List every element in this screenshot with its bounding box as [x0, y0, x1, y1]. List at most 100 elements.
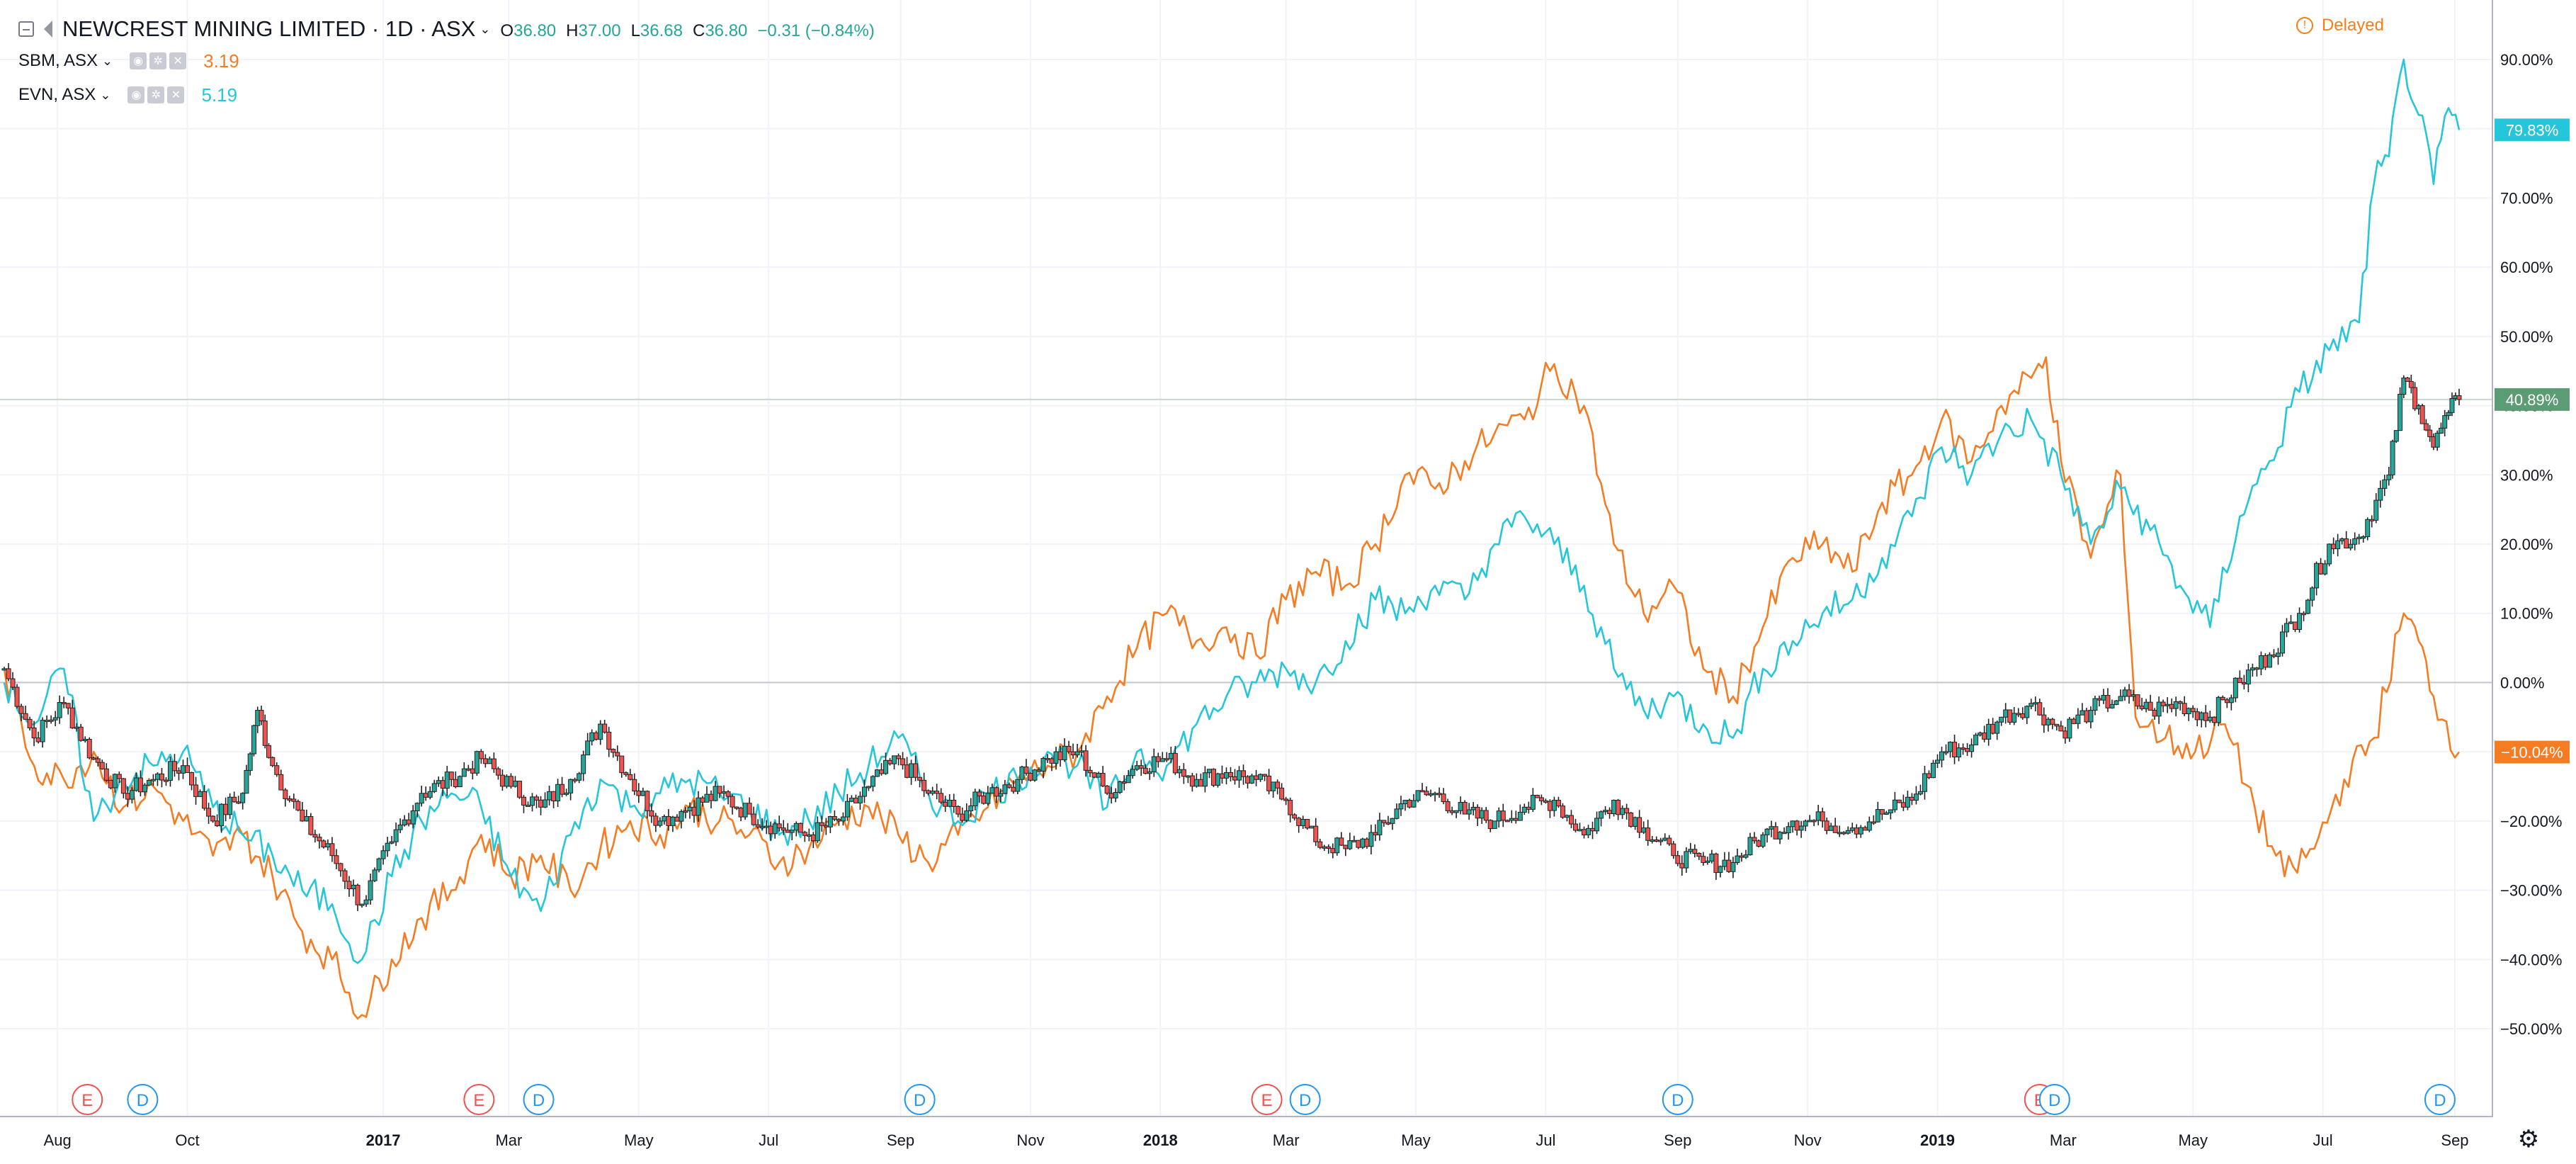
candle [1292, 813, 1298, 821]
candle [1521, 803, 1527, 815]
candle [1832, 818, 1838, 833]
candle [1718, 865, 1723, 878]
candle [2419, 404, 2425, 424]
main-symbol-title[interactable]: NEWCREST MINING LIMITED · 1D · ASX [62, 16, 476, 41]
chevron-down-icon[interactable]: ⌄ [100, 87, 111, 102]
candle [1237, 766, 1242, 789]
candle [27, 716, 33, 731]
close-icon[interactable]: ✕ [167, 86, 185, 103]
time-scale[interactable]: Aug Oct 2017 Mar May Jul Sep Nov 2018 Mar May Jul Se… [0, 1116, 2493, 1160]
candle [1811, 819, 1817, 827]
candle [1794, 820, 1800, 836]
dividend-event-icon[interactable]: D [2038, 1084, 2070, 1115]
dividend-event-icon[interactable]: D [1662, 1084, 1693, 1115]
eye-icon[interactable]: ◉ [130, 52, 147, 69]
candle [2067, 717, 2072, 742]
candle [1747, 832, 1753, 856]
candle [61, 696, 67, 708]
legend-compare-row-sbm[interactable]: SBM, ASX ⌄ ◉ ✲ ✕ 3.19 [18, 44, 875, 78]
chevron-down-icon[interactable]: ⌄ [102, 53, 113, 68]
candle [410, 805, 416, 829]
zero-line-layer [0, 398, 2492, 684]
candle [512, 776, 518, 788]
candle [819, 815, 824, 832]
candle [52, 711, 58, 727]
candle [1935, 754, 1941, 769]
candle [402, 815, 407, 827]
chart-settings-gear-icon[interactable]: ⚙ [2517, 1126, 2540, 1153]
price-scale-canvas[interactable]: 90.00%80.00%70.00%60.00%50.00%40.00%30.0… [2493, 0, 2576, 1116]
candle [1364, 837, 1370, 849]
ohlc-label: L [630, 21, 640, 40]
candle [615, 745, 620, 762]
legend-main-row[interactable]: NEWCREST MINING LIMITED · 1D · ASX ⌄ O36… [18, 14, 875, 44]
x-tick-label: Sep [887, 1131, 914, 1149]
x-tick-label: 2018 [1143, 1131, 1178, 1149]
candle [210, 815, 216, 823]
dividend-event-icon[interactable]: D [2424, 1084, 2456, 1115]
candle [259, 706, 264, 725]
y-tick-label: −50.00% [2500, 1020, 2562, 1038]
candle [866, 786, 871, 791]
candle [1500, 803, 1506, 827]
compare-symbol-sbm[interactable]: SBM, ASX [18, 51, 98, 70]
collapse-legend-icon[interactable] [18, 21, 34, 37]
dividend-event-icon[interactable]: D [523, 1084, 555, 1115]
candle [1798, 820, 1804, 838]
earnings-event-icon[interactable]: E [1251, 1084, 1283, 1115]
dividend-event-icon[interactable]: D [904, 1084, 936, 1115]
eye-icon[interactable]: ◉ [127, 86, 145, 103]
candle [2109, 699, 2115, 709]
candle [861, 779, 867, 803]
candle [18, 704, 24, 722]
candle [2293, 621, 2298, 633]
candle [2344, 531, 2349, 549]
candle [1151, 748, 1157, 777]
candle [1483, 807, 1489, 823]
candle [1407, 798, 1412, 809]
chart-area[interactable]: EDEDDEDDEDD NEWCREST MINING LIMITED · 1D… [0, 0, 2493, 1116]
candle [2046, 717, 2051, 732]
candle [2173, 696, 2179, 717]
gear-icon[interactable]: ✲ [149, 52, 167, 69]
candle [1074, 744, 1080, 758]
chevron-down-icon[interactable]: ⌄ [480, 21, 491, 36]
price-scale[interactable]: 90.00%80.00%70.00%60.00%50.00%40.00%30.0… [2493, 0, 2576, 1116]
candle [892, 755, 897, 770]
candle [2033, 696, 2038, 712]
candle [734, 806, 739, 810]
candle [2438, 422, 2444, 434]
x-tick-label: May [2178, 1131, 2208, 1149]
candle [2427, 424, 2433, 442]
flag-icon[interactable] [44, 21, 52, 38]
chart-canvas[interactable]: EDEDDEDDEDD [0, 0, 2492, 1116]
legend-compare-row-evn[interactable]: EVN, ASX ⌄ ◉ ✲ ✕ 5.19 [18, 78, 875, 112]
candle [1607, 807, 1613, 819]
candle [2079, 703, 2085, 716]
candle [1866, 816, 1872, 832]
event-layer[interactable]: EDEDDEDDEDD [72, 1084, 2456, 1115]
dividend-event-icon[interactable]: D [127, 1084, 159, 1115]
candle [776, 815, 782, 832]
candle [2075, 708, 2081, 729]
earnings-event-icon[interactable]: E [463, 1084, 495, 1115]
delayed-indicator[interactable]: ! Delayed [2296, 16, 2384, 35]
candle [1684, 847, 1689, 873]
candle [325, 839, 331, 851]
time-scale-canvas[interactable]: Aug Oct 2017 Mar May Jul Sep Nov 2018 Mar May Jul Se… [0, 1117, 2493, 1160]
candle [240, 792, 246, 810]
candle [585, 733, 591, 756]
ohlc-value: 36.80 [514, 21, 557, 40]
candle [938, 788, 944, 805]
candle [1777, 830, 1783, 844]
close-icon[interactable]: ✕ [169, 52, 187, 69]
dividend-event-icon[interactable]: D [1289, 1084, 1321, 1115]
candle [1599, 810, 1604, 827]
candle [917, 776, 923, 788]
candle [921, 772, 927, 797]
earnings-event-icon[interactable]: E [72, 1084, 103, 1115]
candle [2245, 663, 2251, 693]
compare-symbol-evn[interactable]: EVN, ASX [18, 85, 96, 104]
candle [295, 799, 301, 812]
gear-icon[interactable]: ✲ [147, 86, 165, 103]
